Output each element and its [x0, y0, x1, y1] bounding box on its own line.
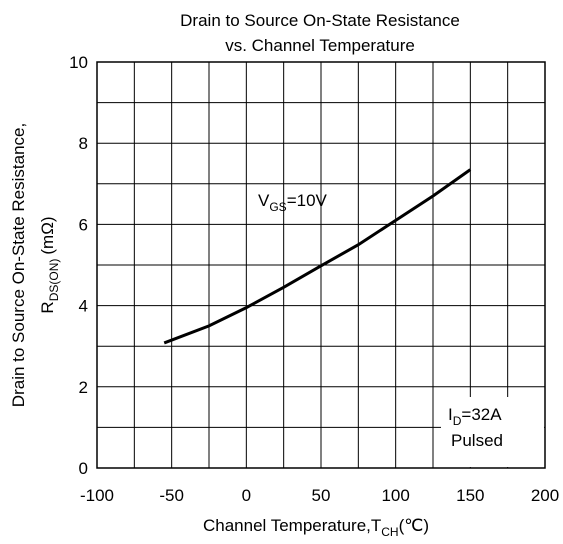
annotation-box: [441, 397, 544, 467]
text-part: DS(ON): [47, 259, 61, 302]
y-tick-label: 2: [79, 378, 88, 397]
annotation: Pulsed: [451, 431, 503, 450]
text-part: I: [448, 405, 453, 424]
x-tick-label: -100: [80, 486, 114, 505]
text-part: GS: [269, 200, 286, 214]
text-part: (mΩ): [38, 216, 57, 254]
text-part: CH: [381, 525, 398, 539]
x-tick-label: 50: [312, 486, 331, 505]
y-tick-label: 0: [79, 459, 88, 478]
text-part: Channel Temperature,T: [203, 516, 381, 535]
x-tick-label: 200: [531, 486, 559, 505]
y-tick-label: 6: [79, 215, 88, 234]
x-axis-label: Channel Temperature,TCH(℃): [203, 516, 429, 539]
data-line: [163, 168, 472, 345]
plot-frame: [96, 61, 546, 469]
y-axis-label: Drain to Source On-State Resistance,: [9, 123, 28, 407]
text-part: =32A: [461, 405, 502, 424]
x-tick-label: 0: [242, 486, 251, 505]
text-part: (℃): [399, 516, 429, 535]
y-tick-label: 10: [69, 53, 88, 72]
x-tick-label: 150: [456, 486, 484, 505]
chart-title: vs. Channel Temperature: [225, 36, 415, 55]
text-part: V: [258, 191, 270, 210]
x-tick-label: -50: [159, 486, 184, 505]
x-tick-label: 100: [381, 486, 409, 505]
y-axis-label: RDS(ON) (mΩ): [38, 216, 61, 313]
text-part: D: [453, 414, 462, 428]
text-part: R: [38, 301, 57, 313]
annotation: VGS=10V: [258, 191, 328, 214]
annotation: ID=32A: [448, 405, 502, 428]
y-tick-label: 4: [79, 297, 88, 316]
y-tick-label: 8: [79, 134, 88, 153]
text-part: =10V: [287, 191, 328, 210]
chart-title: Drain to Source On-State Resistance: [180, 11, 460, 30]
